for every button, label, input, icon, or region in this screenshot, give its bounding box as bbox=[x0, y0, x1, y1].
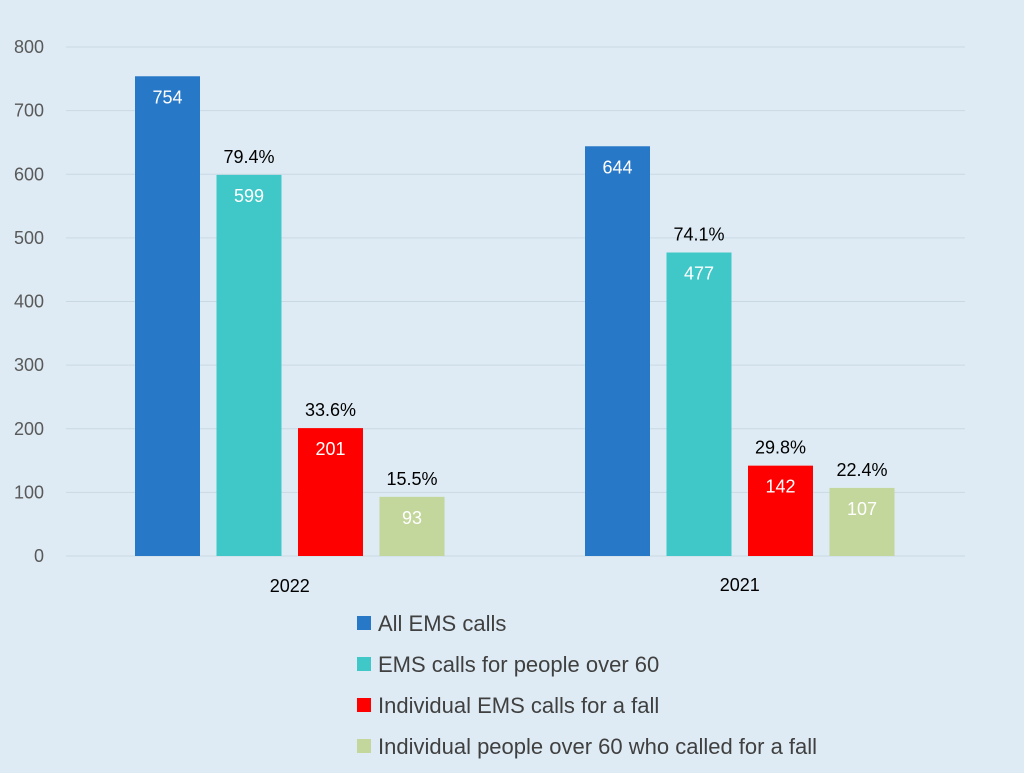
bar-percent-label: 29.8% bbox=[755, 438, 806, 458]
bar-value-label: 201 bbox=[315, 439, 345, 459]
legend-item: Individual people over 60 who called for… bbox=[357, 734, 817, 759]
bar-value-label: 93 bbox=[402, 508, 422, 528]
legend-item: Individual EMS calls for a fall bbox=[357, 693, 659, 718]
x-category-label: 2022 bbox=[270, 576, 310, 596]
bar bbox=[585, 146, 650, 556]
legend: All EMS calls EMS calls for people over 6… bbox=[357, 611, 817, 759]
legend-label: EMS calls for people over 60 bbox=[378, 652, 659, 677]
bar bbox=[135, 76, 200, 556]
legend-label: Individual EMS calls for a fall bbox=[378, 693, 659, 718]
x-category-label: 2021 bbox=[720, 575, 760, 595]
y-tick-label: 600 bbox=[14, 164, 44, 184]
bar-value-label: 754 bbox=[152, 87, 182, 107]
y-tick-label: 700 bbox=[14, 101, 44, 121]
bar-value-label: 599 bbox=[234, 186, 264, 206]
bar bbox=[298, 428, 363, 556]
legend-label: All EMS calls bbox=[378, 611, 506, 636]
legend-item: EMS calls for people over 60 bbox=[357, 652, 659, 677]
bar bbox=[748, 465, 813, 556]
y-tick-label: 0 bbox=[34, 546, 44, 566]
y-tick-label: 300 bbox=[14, 355, 44, 375]
legend-swatch bbox=[357, 616, 371, 630]
bar bbox=[216, 174, 282, 557]
bar bbox=[666, 252, 732, 557]
y-tick-label: 100 bbox=[14, 482, 44, 502]
bar-percent-label: 74.1% bbox=[673, 225, 724, 245]
bar-value-label: 477 bbox=[684, 264, 714, 284]
y-tick-label: 200 bbox=[14, 419, 44, 439]
x-axis-categories: 2022 2021 bbox=[270, 575, 760, 596]
legend-label: Individual people over 60 who called for… bbox=[378, 734, 817, 759]
bar-percent-label: 22.4% bbox=[836, 460, 887, 480]
gridlines bbox=[66, 46, 965, 557]
bars bbox=[135, 76, 895, 557]
y-tick-label: 500 bbox=[14, 228, 44, 248]
bar bbox=[379, 496, 445, 556]
y-tick-label: 800 bbox=[14, 37, 44, 57]
legend-swatch bbox=[357, 739, 371, 753]
data-labels: 754 644 599 79.4% 477 74.1% 201 33.6% 142 29.8% 93… bbox=[152, 87, 887, 528]
bar bbox=[829, 487, 895, 556]
y-tick-label: 400 bbox=[14, 292, 44, 312]
y-axis-ticks: 0 100 200 300 400 500 600 700 800 bbox=[14, 37, 44, 566]
bar-value-label: 644 bbox=[602, 157, 632, 177]
legend-swatch bbox=[357, 657, 371, 671]
bar-value-label: 142 bbox=[765, 477, 795, 497]
bar-percent-label: 79.4% bbox=[223, 147, 274, 167]
bar-value-label: 107 bbox=[847, 499, 877, 519]
bar-percent-label: 15.5% bbox=[386, 469, 437, 489]
legend-item: All EMS calls bbox=[357, 611, 506, 636]
legend-swatch bbox=[357, 698, 371, 712]
bar-percent-label: 33.6% bbox=[305, 400, 356, 420]
